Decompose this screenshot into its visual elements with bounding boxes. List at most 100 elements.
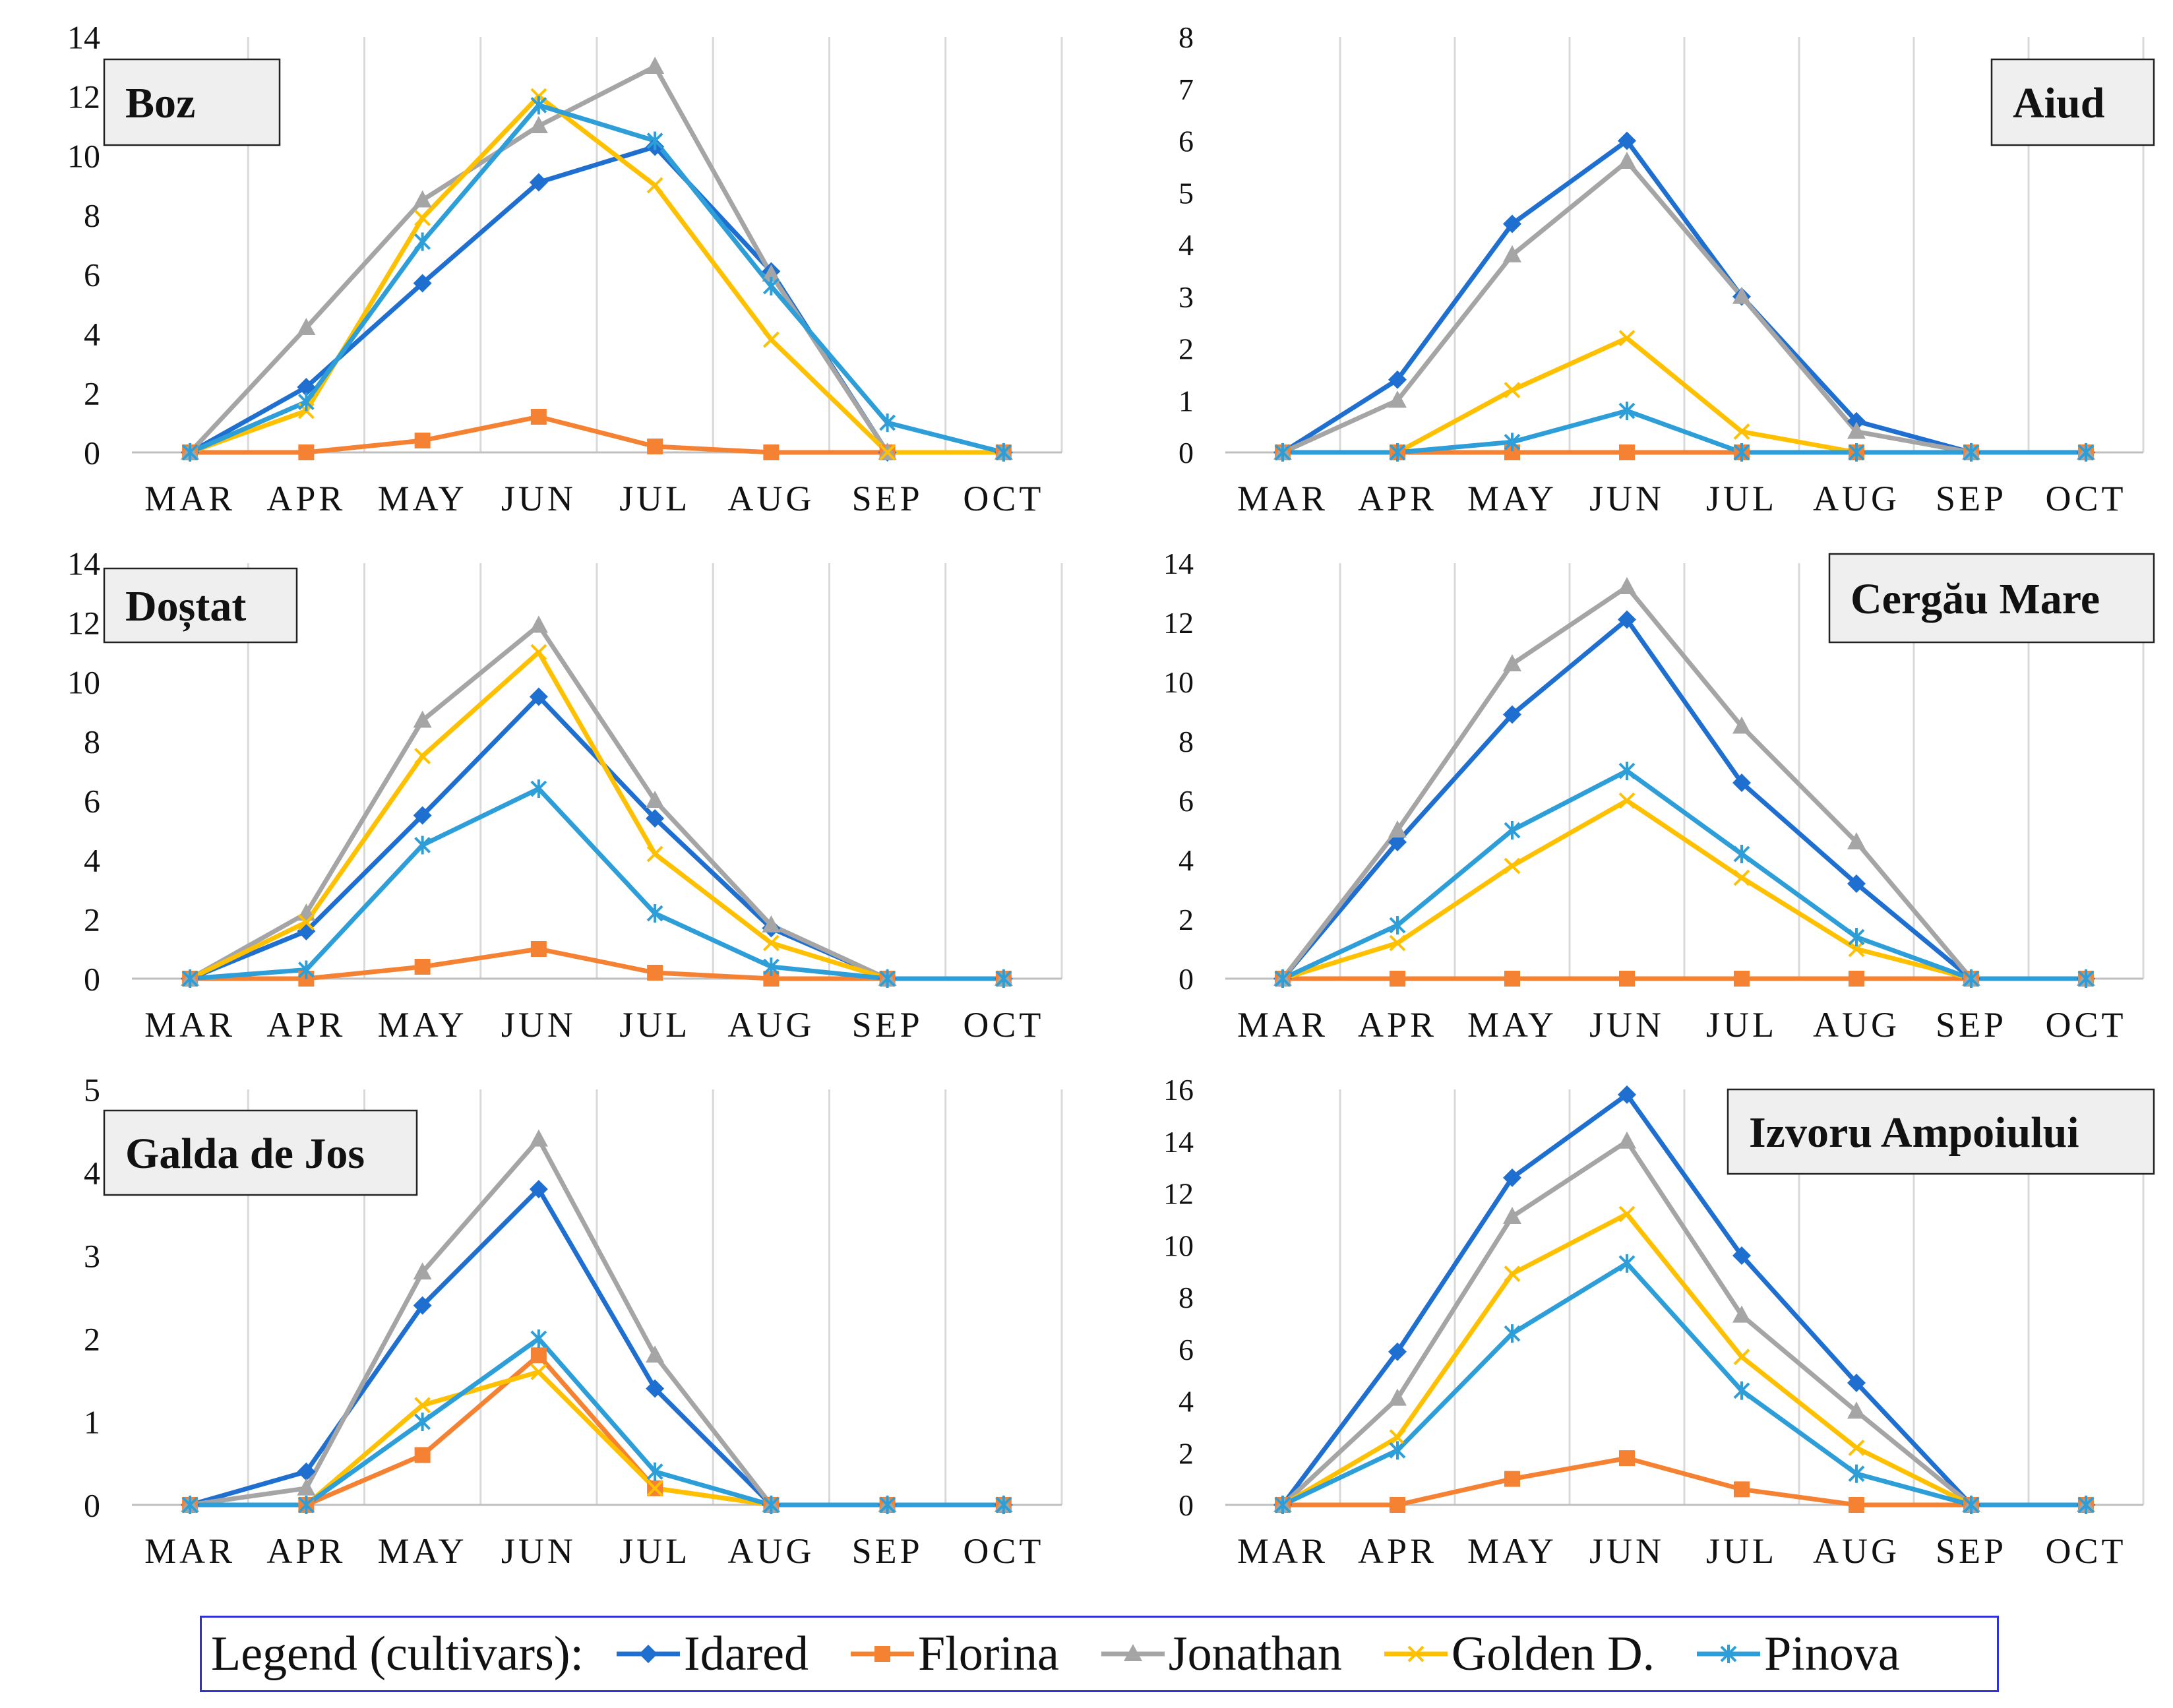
data-point-pinova — [2077, 443, 2095, 462]
data-point-golden-d — [1389, 1429, 1406, 1446]
y-tick-label: 6 — [1178, 125, 1194, 158]
y-tick-label: 0 — [1178, 1488, 1194, 1522]
data-point-florina — [1390, 1497, 1405, 1513]
data-point-jonathan — [1618, 577, 1636, 594]
data-point-pinova — [1504, 821, 1521, 839]
data-point-idared — [1732, 774, 1751, 792]
chart-title-box — [1990, 58, 2155, 146]
data-point-golden-d — [530, 644, 547, 661]
x-tick-label: AUG — [1813, 1005, 1900, 1045]
x-tick-label: AUG — [1813, 1531, 1900, 1571]
y-tick-label: 2 — [84, 901, 100, 938]
data-point-jonathan — [1732, 286, 1751, 304]
data-point-idared — [1847, 874, 1866, 893]
y-tick-label: 14 — [67, 19, 100, 56]
y-tick-label: 5 — [1178, 176, 1194, 210]
data-point-golden-d — [1618, 1205, 1636, 1223]
data-point-florina — [414, 433, 431, 448]
x-tick-label: OCT — [2046, 1005, 2127, 1045]
data-point-golden-d — [297, 914, 315, 930]
data-point-idared — [1503, 1168, 1521, 1187]
y-tick-label: 5 — [84, 1072, 100, 1109]
data-point-pinova — [530, 1329, 547, 1348]
data-point-jonathan — [413, 190, 432, 208]
x-tick-label: MAR — [144, 1531, 235, 1571]
y-tick-label: 10 — [67, 664, 100, 701]
series-line-jonathan — [1280, 584, 2089, 981]
x-tick-label: MAY — [378, 1531, 468, 1571]
data-point-golden-d — [1504, 1266, 1521, 1282]
data-point-jonathan — [1388, 390, 1407, 408]
series-line-idared — [1280, 617, 2089, 981]
data-point-idared — [529, 687, 548, 706]
data-point-florina — [1849, 971, 1864, 987]
data-point-pinova — [1963, 969, 1980, 988]
x-tick-label: SEP — [1936, 479, 2007, 518]
data-point-pinova — [1963, 1496, 1980, 1514]
x-tick-label: JUN — [501, 479, 576, 518]
data-point-jonathan — [762, 915, 781, 932]
data-point-idared — [1732, 1246, 1751, 1265]
x-tick-label: SEP — [852, 479, 923, 518]
legend-label-golden-d: Golden D. — [1451, 1626, 1655, 1681]
y-tick-label: 0 — [1178, 962, 1194, 996]
x-tick-label: MAR — [1237, 1531, 1328, 1571]
data-point-idared — [646, 809, 665, 828]
legend-entry-pinova: Pinova — [1694, 1626, 1900, 1682]
y-tick-label: 12 — [67, 605, 100, 642]
data-point-pinova — [1274, 443, 1291, 462]
data-point-idared — [1388, 1342, 1407, 1361]
y-tick-label: 8 — [1178, 725, 1194, 758]
data-point-pinova — [1389, 1441, 1406, 1460]
x-tick-label: JUL — [619, 1531, 690, 1571]
data-point-pinova — [1618, 762, 1636, 780]
x-tick-label: MAY — [378, 1005, 468, 1045]
legend-swatch-jonathan — [1101, 1644, 1165, 1661]
data-point-jonathan — [762, 264, 781, 282]
data-point-jonathan — [1732, 1305, 1751, 1323]
data-point-pinova — [879, 969, 896, 988]
y-tick-label: 2 — [1178, 1436, 1194, 1470]
legend-entry-golden-d: Golden D. — [1382, 1626, 1655, 1682]
chart-title-box — [103, 567, 298, 644]
data-point-florina — [1734, 1481, 1750, 1498]
x-tick-label: SEP — [1936, 1005, 2007, 1045]
legend-marker-idared — [639, 1645, 658, 1663]
x-tick-label: JUN — [1589, 1531, 1665, 1571]
chart-title-box — [1828, 553, 2155, 644]
data-point-golden-d — [1504, 382, 1521, 398]
x-tick-label: AUG — [1813, 479, 1900, 518]
data-point-idared — [413, 274, 432, 293]
series-line-pinova — [187, 1336, 1006, 1508]
series-line-jonathan — [187, 623, 1006, 981]
legend-entry-jonathan: Jonathan — [1099, 1626, 1342, 1682]
legend-title: Legend (cultivars): — [211, 1626, 584, 1681]
y-tick-label: 2 — [1178, 332, 1194, 366]
data-point-golden-d — [1504, 857, 1521, 874]
data-point-jonathan — [1388, 1388, 1407, 1406]
x-tick-label: MAR — [1237, 1005, 1328, 1045]
chart-title: Boz — [125, 79, 195, 127]
data-point-idared — [297, 1462, 316, 1481]
y-tick-label: 4 — [84, 316, 100, 353]
data-point-pinova — [646, 1462, 663, 1481]
data-point-golden-d — [530, 1363, 547, 1380]
data-point-florina — [530, 941, 547, 957]
data-point-pinova — [1618, 402, 1636, 420]
data-point-idared — [1618, 1085, 1636, 1104]
data-point-florina — [647, 439, 663, 454]
legend-entry-florina: Florina — [848, 1626, 1059, 1682]
chart-boz: 0 2 4 6 8 10 12 14 MAR APR MAY JUN JUL AUG SEP OCT Boz — [67, 19, 1063, 518]
data-point-pinova — [762, 277, 780, 295]
x-tick-label: APR — [266, 1531, 346, 1571]
series-line-pinova — [187, 103, 1006, 455]
data-point-pinova — [2077, 1496, 2095, 1514]
y-tick-label: 8 — [84, 723, 100, 760]
y-tick-label: 3 — [84, 1238, 100, 1275]
data-point-golden-d — [414, 210, 431, 226]
data-point-florina — [298, 444, 315, 460]
data-point-golden-d — [1733, 869, 1750, 886]
data-point-idared — [1388, 370, 1407, 389]
data-point-pinova — [297, 960, 315, 979]
data-point-idared — [1618, 610, 1636, 629]
